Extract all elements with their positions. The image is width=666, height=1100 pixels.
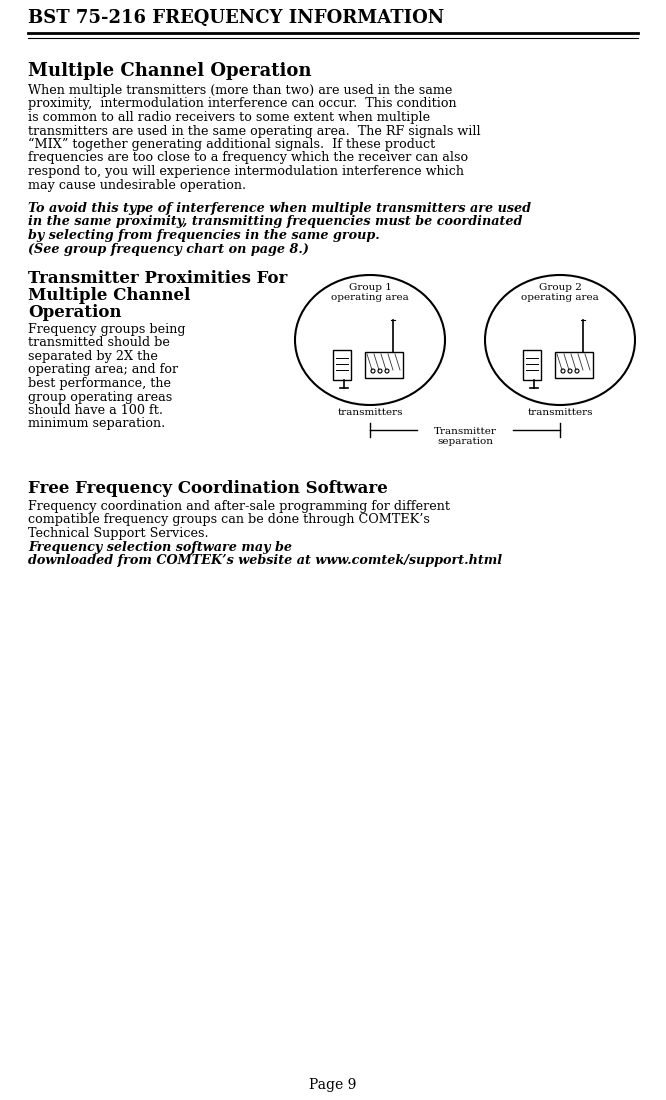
Text: Technical Support Services.: Technical Support Services. [28,527,216,540]
Text: Frequency groups being: Frequency groups being [28,323,186,336]
Text: should have a 100 ft.: should have a 100 ft. [28,404,163,417]
Text: by selecting from frequencies in the same group.: by selecting from frequencies in the sam… [28,229,380,242]
Text: best performance, the: best performance, the [28,377,171,390]
Text: is common to all radio receivers to some extent when multiple: is common to all radio receivers to some… [28,111,430,124]
Text: Transmitter
separation: Transmitter separation [434,427,496,447]
Text: downloaded from COMTEK’s website at www.comtek/support.html: downloaded from COMTEK’s website at www.… [28,554,502,566]
Text: Free Frequency Coordination Software: Free Frequency Coordination Software [28,480,388,497]
Text: BST 75-216 FREQUENCY INFORMATION: BST 75-216 FREQUENCY INFORMATION [28,9,444,28]
Text: When multiple transmitters (more than two) are used in the same: When multiple transmitters (more than tw… [28,84,452,97]
Text: group operating areas: group operating areas [28,390,172,404]
Text: respond to, you will experience intermodulation interference which: respond to, you will experience intermod… [28,165,464,178]
Text: separated by 2X the: separated by 2X the [28,350,158,363]
Text: in the same proximity, transmitting frequencies must be coordinated: in the same proximity, transmitting freq… [28,216,522,229]
Text: transmitters are used in the same operating area.  The RF signals will: transmitters are used in the same operat… [28,124,481,138]
Text: (See group frequency chart on page 8.): (See group frequency chart on page 8.) [28,242,309,255]
Text: Page 9: Page 9 [309,1078,357,1092]
Bar [365,352,403,378]
Text: transmitters: transmitters [527,408,593,417]
Text: frequencies are too close to a frequency which the receiver can also: frequencies are too close to a frequency… [28,152,468,165]
Bar [555,352,593,378]
Text: operating area; and for: operating area; and for [28,363,178,376]
Text: Transmitter Proximities For: Transmitter Proximities For [28,270,287,287]
Text: Group 2
operating area: Group 2 operating area [521,283,599,302]
Bar [333,350,351,380]
Text: transmitters: transmitters [337,408,403,417]
Text: Multiple Channel Operation: Multiple Channel Operation [28,62,312,80]
Bar [523,350,541,380]
Text: minimum separation.: minimum separation. [28,418,165,430]
Text: compatible frequency groups can be done through COMTEK’s: compatible frequency groups can be done … [28,514,430,527]
Text: transmitted should be: transmitted should be [28,337,170,350]
Text: Multiple Channel: Multiple Channel [28,287,190,304]
Text: “MIX” together generating additional signals.  If these product: “MIX” together generating additional sig… [28,138,436,151]
Text: Operation: Operation [28,304,121,321]
Text: Group 1
operating area: Group 1 operating area [331,283,409,302]
Text: may cause undesirable operation.: may cause undesirable operation. [28,178,246,191]
Text: To avoid this type of interference when multiple transmitters are used: To avoid this type of interference when … [28,202,531,215]
Text: Frequency selection software may be: Frequency selection software may be [28,540,292,553]
Text: Frequency coordination and after-sale programming for different: Frequency coordination and after-sale pr… [28,500,450,513]
Text: proximity,  intermodulation interference can occur.  This condition: proximity, intermodulation interference … [28,98,457,110]
